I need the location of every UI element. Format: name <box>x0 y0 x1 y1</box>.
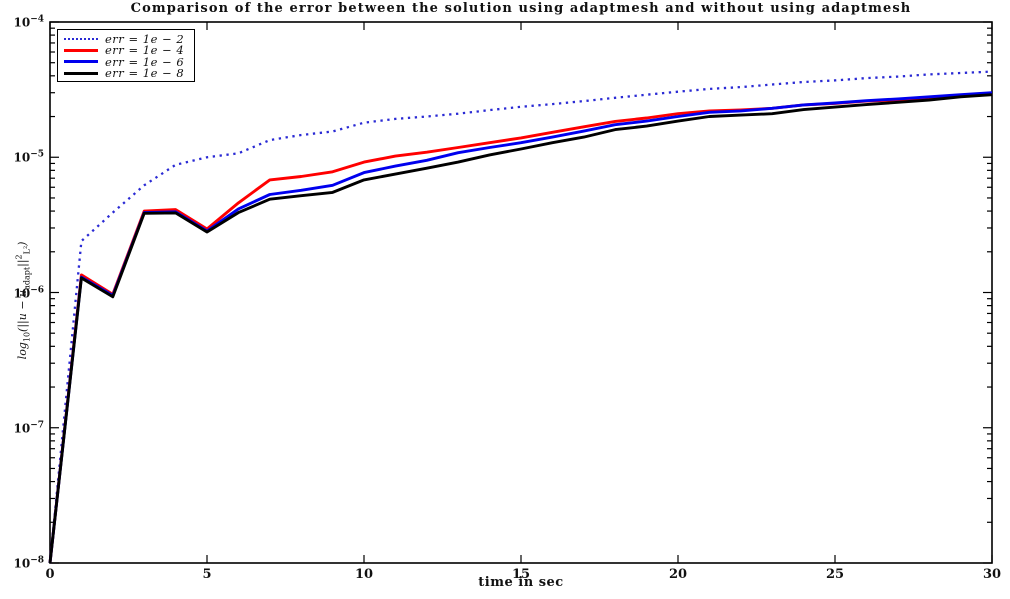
series-line-err-1e-6 <box>48 91 993 564</box>
ylabel-sub-L2: L² <box>22 245 32 255</box>
legend-row: err = 1e − 4 <box>64 43 190 58</box>
x-tick-20: 20 <box>668 567 688 582</box>
ylabel-log-sub: 10 <box>22 331 32 343</box>
legend-swatch-red <box>64 48 98 52</box>
x-tick-10: 10 <box>354 567 374 582</box>
y-tick-10e−4: 10−4 <box>13 14 44 30</box>
ylabel-sup-2: 2 <box>14 254 24 260</box>
legend-swatch-black <box>64 71 98 75</box>
chart-title: Comparison of the error between the solu… <box>130 1 912 16</box>
x-tick-25: 25 <box>825 567 845 582</box>
x-tick-5: 5 <box>202 567 212 582</box>
legend-row: err = 1e − 8 <box>64 66 190 81</box>
x-tick-30: 30 <box>982 567 1002 582</box>
legend-label: err = 1e − 6 <box>105 54 185 69</box>
series-line-err-1e-4 <box>48 92 993 564</box>
legend-row: err = 1e − 2 <box>64 31 190 46</box>
legend-label: err = 1e − 8 <box>105 66 185 81</box>
series-line-err-1e-8 <box>48 93 993 564</box>
x-tick-0: 0 <box>45 567 55 582</box>
y-tick-10e−6: 10−6 <box>13 285 44 300</box>
legend: err = 1e − 2 err = 1e − 4 err = 1e − 6 e… <box>57 29 195 82</box>
y-tick-10e−8: 10−8 <box>13 555 44 571</box>
y-axis-label: log10(||u − uadapt||2L²) <box>15 215 32 385</box>
y-tick-10e−5: 10−5 <box>13 149 44 165</box>
legend-label: err = 1e − 2 <box>105 31 185 46</box>
legend-row: err = 1e − 6 <box>64 54 190 69</box>
ylabel-norm: || <box>16 259 30 267</box>
legend-label: err = 1e − 4 <box>105 43 185 58</box>
ylabel-close: ) <box>16 241 30 246</box>
x-tick-15: 15 <box>511 567 531 582</box>
legend-swatch-blue <box>64 60 98 64</box>
y-tick-10e−7: 10−7 <box>13 420 44 436</box>
legend-swatch-dotted <box>64 37 98 40</box>
ylabel-log: log <box>16 342 30 360</box>
x-axis-label: time in sec <box>478 575 564 590</box>
series-line-err-1e-2 <box>48 70 993 564</box>
